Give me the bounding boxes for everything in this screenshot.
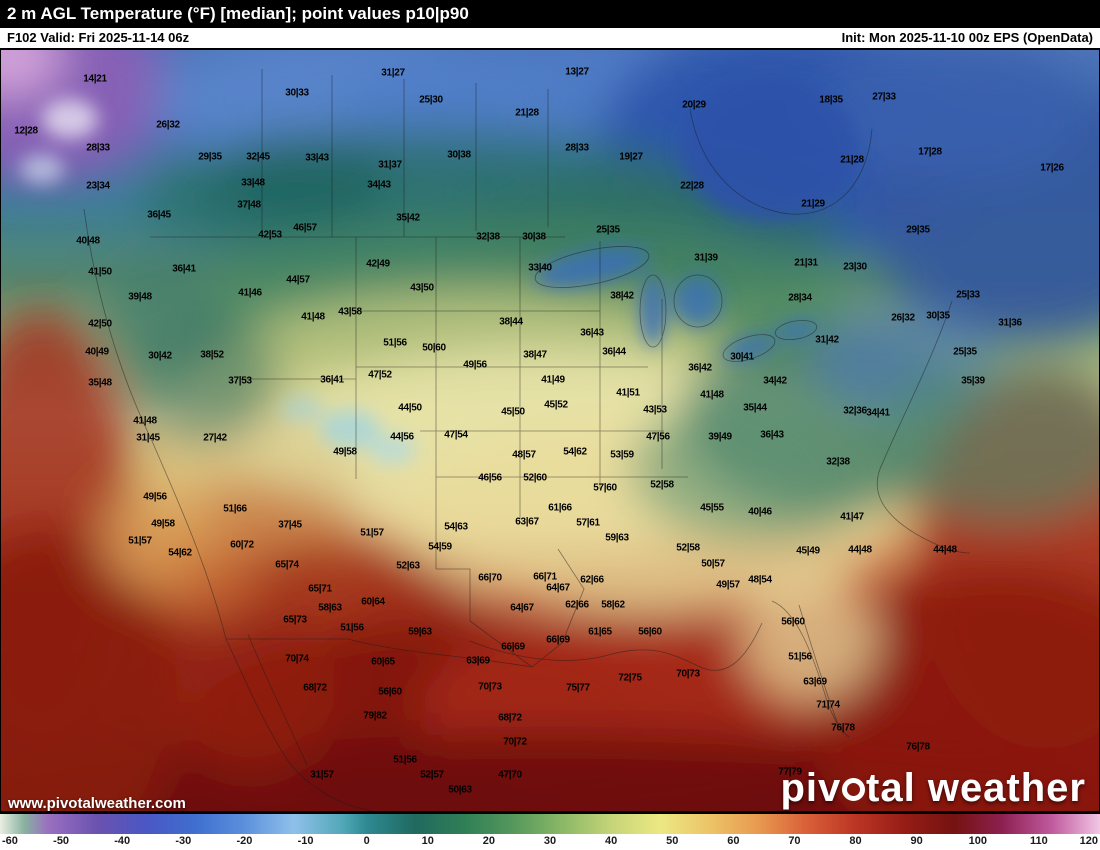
logo-o-icon xyxy=(842,778,866,802)
temperature-shading xyxy=(0,49,1100,812)
colorbar-tick-label: 120 xyxy=(1079,835,1098,847)
colorbar-tick-label: -20 xyxy=(236,835,253,847)
colorbar-tick-label: 70 xyxy=(788,835,801,847)
watermark-text: www.pivotalweather.com xyxy=(8,795,186,812)
colorbar-tick-label: -30 xyxy=(175,835,192,847)
colorbar-tick-label: 20 xyxy=(482,835,495,847)
colorbar-tick-label: -50 xyxy=(53,835,70,847)
colorbar-tick-label: -60 xyxy=(2,835,18,847)
logo-text-part2: tal weather xyxy=(866,766,1086,810)
valid-time-text: F102 Valid: Fri 2025-11-14 06z xyxy=(7,30,190,45)
colorbar-tick-label: 30 xyxy=(543,835,557,847)
colorbar-tick-label: 100 xyxy=(968,835,987,847)
colorbar-gradient xyxy=(0,813,1100,834)
logo-text-part1: piv xyxy=(780,766,842,810)
colorbar-tick-label: 90 xyxy=(910,835,923,847)
temperature-field-image[interactable] xyxy=(0,49,1100,812)
colorbar: -60 -50 -40 -30 -20 -10 0 10 20 30 40 50 60 70 80 90 100… xyxy=(0,813,1100,850)
forecast-info-bar: F102 Valid: Fri 2025-11-14 06z Init: Mon… xyxy=(0,28,1100,48)
colorbar-tick-label: -10 xyxy=(297,835,314,847)
colorbar-tick-labels: -60 -50 -40 -30 -20 -10 0 10 20 30 40 50 60 70 80 90 100… xyxy=(0,834,1100,850)
colorbar-tick-label: 40 xyxy=(604,835,618,847)
colorbar-tick-label: 0 xyxy=(363,835,370,847)
pivotal-weather-logo: piv tal weather xyxy=(780,768,1086,808)
colorbar-tick-label: 10 xyxy=(421,835,434,847)
colorbar-tick-label: 110 xyxy=(1030,835,1048,847)
colorbar-tick-label: 60 xyxy=(727,835,740,847)
colorbar-tick-label: 50 xyxy=(666,835,679,847)
colorbar-tick-label: 80 xyxy=(849,835,862,847)
map-borders xyxy=(83,69,971,812)
lakes-and-detail xyxy=(20,77,858,464)
temperature-map[interactable] xyxy=(0,48,1100,813)
map-title: 2 m AGL Temperature (°F) [median]; point… xyxy=(0,0,1100,28)
init-time-text: Init: Mon 2025-11-10 00z EPS (OpenData) xyxy=(841,30,1093,45)
colorbar-tick-label: -40 xyxy=(114,835,131,847)
